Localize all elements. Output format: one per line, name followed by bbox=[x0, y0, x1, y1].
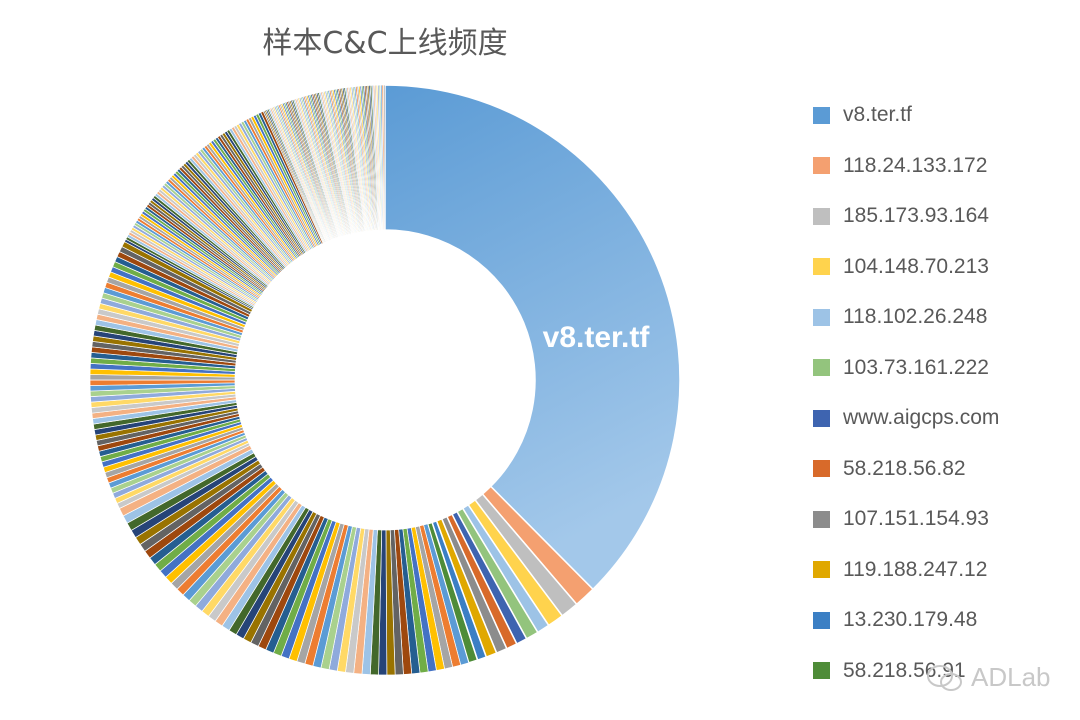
legend-item: v8.ter.tf bbox=[813, 90, 999, 141]
legend-label: 104.148.70.213 bbox=[843, 254, 989, 278]
legend-label: 107.151.154.93 bbox=[843, 507, 989, 531]
legend-item: 103.73.161.222 bbox=[813, 343, 999, 394]
watermark: ADLab bbox=[925, 662, 1051, 693]
legend-swatch bbox=[813, 359, 830, 377]
legend-item: 13.230.179.48 bbox=[813, 595, 999, 646]
legend-label: 58.218.56.91 bbox=[843, 658, 966, 682]
legend-label: 13.230.179.48 bbox=[843, 608, 978, 632]
legend-swatch bbox=[813, 106, 830, 124]
legend-swatch bbox=[813, 207, 830, 225]
legend-label: 118.24.133.172 bbox=[843, 153, 988, 177]
legend-label: 103.73.161.222 bbox=[843, 355, 989, 379]
wechat-icon bbox=[927, 664, 962, 691]
legend-item: www.aigcps.com bbox=[813, 393, 999, 444]
legend-item: 58.218.56.82 bbox=[813, 444, 999, 495]
legend-item: 58.218.56.91 bbox=[813, 646, 999, 697]
legend-label: 119.188.247.12 bbox=[843, 557, 988, 581]
legend-label: 118.102.26.248 bbox=[843, 305, 988, 329]
legend-swatch bbox=[813, 258, 830, 276]
donut-chart: v8.ter.tf bbox=[89, 84, 681, 676]
legend-swatch bbox=[813, 561, 830, 579]
legend-swatch bbox=[813, 611, 830, 629]
legend-item: 119.188.247.12 bbox=[813, 545, 999, 596]
legend-item: 107.151.154.93 bbox=[813, 494, 999, 545]
data-label: v8.ter.tf bbox=[543, 321, 651, 354]
legend-label: 185.173.93.164 bbox=[843, 204, 989, 228]
legend-label: 58.218.56.82 bbox=[843, 456, 966, 480]
legend: v8.ter.tf 118.24.133.172 185.173.93.164 104… bbox=[813, 90, 999, 696]
legend-swatch bbox=[813, 460, 830, 478]
slice-v8.ter.tf bbox=[384, 84, 681, 591]
chart-title: 样本C&C上线频度 bbox=[262, 26, 508, 61]
legend-label: www.aigcps.com bbox=[843, 406, 1000, 430]
legend-swatch bbox=[813, 157, 830, 175]
legend-item: 118.102.26.248 bbox=[813, 292, 999, 343]
legend-swatch bbox=[813, 510, 830, 528]
legend-item: 104.148.70.213 bbox=[813, 242, 999, 293]
legend-label: v8.ter.tf bbox=[843, 103, 912, 127]
legend-item: 118.24.133.172 bbox=[813, 141, 999, 192]
legend-swatch bbox=[813, 308, 830, 326]
watermark-text: ADLab bbox=[971, 662, 1051, 692]
legend-item: 185.173.93.164 bbox=[813, 191, 999, 242]
legend-swatch bbox=[813, 662, 830, 680]
slice-other bbox=[383, 84, 386, 231]
legend-swatch bbox=[813, 409, 830, 427]
